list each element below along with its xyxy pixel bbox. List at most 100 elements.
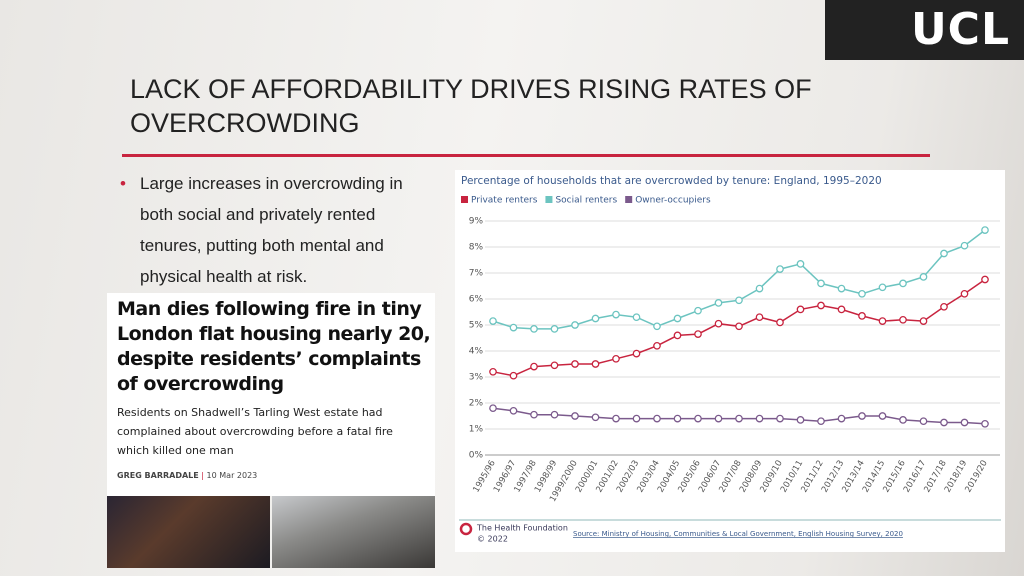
y-tick-label: 2% xyxy=(469,399,484,409)
data-point xyxy=(509,323,518,332)
data-point xyxy=(796,260,805,268)
data-point xyxy=(714,319,723,328)
data-point xyxy=(858,289,866,298)
news-author: GREG BARRADALE xyxy=(117,471,199,480)
data-point xyxy=(632,349,641,358)
data-point xyxy=(981,275,989,284)
data-point xyxy=(571,321,579,329)
data-point xyxy=(755,284,764,293)
legend-swatch xyxy=(625,196,633,203)
data-point xyxy=(653,341,661,350)
publisher: The Health Foundation xyxy=(476,524,568,533)
data-point xyxy=(612,310,620,319)
data-point xyxy=(776,414,784,423)
data-point xyxy=(837,414,846,423)
data-point xyxy=(530,325,538,333)
y-tick-label: 6% xyxy=(469,295,484,305)
data-point xyxy=(735,414,743,423)
data-point xyxy=(653,322,661,331)
legend-label: Social renters xyxy=(555,196,617,206)
data-point xyxy=(714,299,723,307)
data-point xyxy=(755,313,764,322)
data-point xyxy=(796,416,805,424)
data-point xyxy=(694,306,702,315)
data-point xyxy=(919,417,928,426)
news-headline: Man dies following fire in tiny London f… xyxy=(117,298,431,395)
data-point xyxy=(817,279,825,288)
news-byline: GREG BARRADALE | 10 Mar 2023 xyxy=(117,471,258,480)
data-point xyxy=(509,406,518,415)
data-point xyxy=(509,371,518,380)
legend-label: Private renters xyxy=(471,196,538,206)
data-point xyxy=(817,417,825,426)
data-point xyxy=(632,313,641,322)
bullet-text: Large increases in overcrowding in both … xyxy=(140,174,403,286)
data-point xyxy=(919,273,928,281)
data-point xyxy=(878,317,887,325)
data-point xyxy=(878,283,887,292)
data-point xyxy=(960,418,969,427)
data-point xyxy=(571,360,579,368)
data-point xyxy=(530,362,538,371)
data-point xyxy=(858,412,866,420)
data-point xyxy=(878,412,887,420)
data-point xyxy=(940,249,948,258)
legend-swatch xyxy=(461,196,468,203)
data-point xyxy=(591,360,600,368)
data-point xyxy=(776,318,784,327)
title-rule xyxy=(122,154,930,157)
data-point xyxy=(858,312,866,320)
data-point xyxy=(673,314,682,323)
source: Source: Ministry of Housing, Communities… xyxy=(573,530,903,538)
legend-label: Owner-occupiers xyxy=(635,196,711,206)
data-point xyxy=(694,330,702,338)
data-point xyxy=(940,302,948,311)
data-point xyxy=(550,410,559,419)
data-point xyxy=(530,410,538,419)
data-point xyxy=(755,414,764,423)
data-point xyxy=(981,419,989,428)
series-line xyxy=(492,229,986,330)
data-point xyxy=(489,367,497,376)
data-point xyxy=(489,404,497,413)
data-point xyxy=(899,279,907,288)
data-point xyxy=(899,416,907,424)
data-point xyxy=(735,322,743,331)
news-photo xyxy=(272,496,435,568)
y-tick-label: 7% xyxy=(469,269,484,279)
data-point xyxy=(940,418,948,427)
data-point xyxy=(612,414,620,423)
copyright: © 2022 xyxy=(477,535,508,544)
news-photo xyxy=(107,496,270,568)
news-standfirst: Residents on Shadwell’s Tarling West est… xyxy=(117,406,393,457)
data-point xyxy=(837,284,846,293)
data-point xyxy=(673,414,682,423)
data-point xyxy=(591,413,600,422)
data-point xyxy=(714,414,723,423)
data-point xyxy=(489,317,497,325)
y-tick-label: 1% xyxy=(469,425,484,435)
data-point xyxy=(591,314,600,323)
data-point xyxy=(776,265,784,273)
y-tick-label: 0% xyxy=(469,451,484,461)
data-point xyxy=(735,296,743,305)
data-point xyxy=(960,241,969,250)
data-point xyxy=(960,289,969,298)
slide-title: LACK OF AFFORDABILITY DRIVES RISING RATE… xyxy=(130,74,812,138)
chart-title: Percentage of households that are overcr… xyxy=(461,175,882,187)
data-point xyxy=(899,315,907,324)
bullet-marker: • xyxy=(120,174,126,193)
data-point xyxy=(612,354,620,363)
y-tick-label: 4% xyxy=(469,347,484,357)
data-point xyxy=(817,301,825,310)
data-point xyxy=(981,226,989,234)
y-tick-label: 3% xyxy=(469,373,484,383)
publisher-logo xyxy=(459,522,473,536)
y-tick-label: 8% xyxy=(469,243,484,253)
y-tick-label: 5% xyxy=(469,321,484,331)
data-point xyxy=(837,305,846,314)
data-point xyxy=(694,414,702,423)
data-point xyxy=(550,325,559,333)
data-point xyxy=(653,414,661,423)
